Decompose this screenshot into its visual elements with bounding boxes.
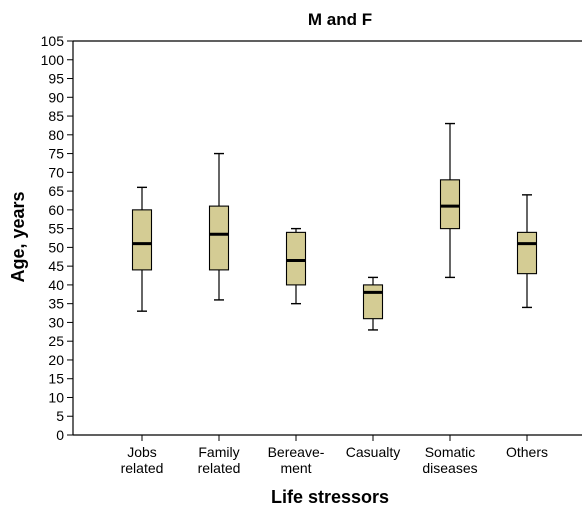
- y-tick-label-70: 70: [48, 164, 64, 180]
- box-2: [285, 231, 307, 286]
- box-4: [439, 179, 461, 230]
- y-tick-label-45: 45: [48, 258, 64, 274]
- y-tick-label-5: 5: [56, 408, 64, 424]
- y-tick-label-10: 10: [48, 389, 64, 405]
- plot-area: 0 5 10 15 20 25 30 35 40 45 50 55 60 65 70 75 80 85 90 95 10…: [41, 33, 582, 476]
- y-tick-label-105: 105: [41, 33, 65, 49]
- y-tick-label-80: 80: [48, 127, 64, 143]
- y-tick-label-55: 55: [48, 221, 64, 237]
- y-tick-label-30: 30: [48, 314, 64, 330]
- y-tick-label-35: 35: [48, 296, 64, 312]
- y-tick-label-85: 85: [48, 108, 64, 124]
- y-tick-label-95: 95: [48, 71, 64, 87]
- x-tick-label-0: Jobs related: [121, 444, 164, 476]
- x-tick-label-4: Somatic diseases: [422, 444, 477, 476]
- y-tick-label-100: 100: [41, 52, 65, 68]
- y-tick-label-50: 50: [48, 239, 64, 255]
- x-axis-label: Life stressors: [271, 487, 389, 507]
- y-tick-label-25: 25: [48, 333, 64, 349]
- box-1: [208, 205, 230, 271]
- chart-title: M and F: [308, 10, 372, 29]
- y-tick-label-90: 90: [48, 89, 64, 105]
- x-tick-label-3: Casualty: [346, 444, 400, 460]
- x-tick-label-1: Family related: [198, 444, 241, 476]
- y-axis-label: Age, years: [8, 191, 28, 282]
- y-tick-label-65: 65: [48, 183, 64, 199]
- y-tick-label-20: 20: [48, 352, 64, 368]
- y-tick-label-15: 15: [48, 371, 64, 387]
- y-tick-label-0: 0: [56, 427, 64, 443]
- x-tick-label-5: Others: [506, 444, 548, 460]
- y-tick-label-60: 60: [48, 202, 64, 218]
- x-tick-label-2: Bereave-ment: [268, 444, 325, 476]
- y-tick-label-40: 40: [48, 277, 64, 293]
- box-3: [362, 284, 384, 320]
- y-tick-label-75: 75: [48, 146, 64, 162]
- box-5: [516, 231, 538, 275]
- box-0: [131, 209, 153, 271]
